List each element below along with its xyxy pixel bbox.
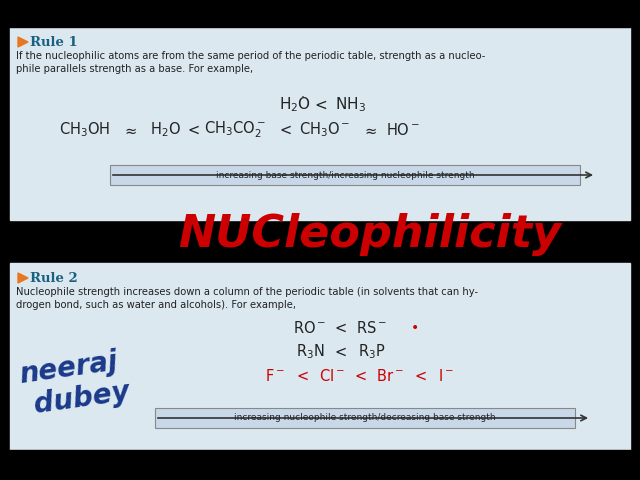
Text: $\approx$: $\approx$ (362, 122, 378, 137)
Text: neeraj: neeraj (17, 347, 119, 389)
Text: dubey: dubey (32, 377, 132, 419)
Text: $\mathsf{HO^-}$: $\mathsf{HO^-}$ (386, 122, 420, 138)
Text: $\mathsf{Br^-}$: $\mathsf{Br^-}$ (376, 368, 404, 384)
Text: Rule 2: Rule 2 (30, 272, 77, 285)
Text: $\approx$: $\approx$ (122, 122, 138, 137)
Text: $\mathsf{CH_3CO_2^-}$: $\mathsf{CH_3CO_2^-}$ (204, 120, 266, 140)
Bar (155, 408, 575, 428)
Text: $<$: $<$ (332, 345, 348, 360)
Text: $\mathsf{Cl^-}$: $\mathsf{Cl^-}$ (319, 368, 345, 384)
Text: $\mathsf{CH_3OH}$: $\mathsf{CH_3OH}$ (60, 120, 111, 139)
Text: Nucleophile strength increases down a column of the periodic table (in solvents : Nucleophile strength increases down a co… (16, 287, 478, 310)
Text: ·: · (301, 92, 305, 105)
Text: $\mathsf{R_3N}$: $\mathsf{R_3N}$ (296, 343, 324, 361)
Text: Rule 1: Rule 1 (30, 36, 77, 48)
Text: $\mathsf{RO^-}$: $\mathsf{RO^-}$ (293, 320, 326, 336)
Text: $<$: $<$ (294, 369, 310, 384)
Text: $\mathsf{RS^-}$: $\mathsf{RS^-}$ (356, 320, 388, 336)
Polygon shape (18, 273, 28, 283)
Text: NUCleophilicity: NUCleophilicity (179, 214, 561, 256)
Text: $\mathsf{CH_3O^-}$: $\mathsf{CH_3O^-}$ (300, 120, 351, 139)
Text: $<$: $<$ (277, 122, 292, 137)
Bar (0, 0, 640, 27)
Text: $\mathsf{I^-}$: $\mathsf{I^-}$ (438, 368, 454, 384)
Text: $\mathsf{NH_3}$: $\mathsf{NH_3}$ (335, 96, 365, 114)
Text: $<$: $<$ (412, 369, 428, 384)
Text: $\mathsf{H_2O}$: $\mathsf{H_2O}$ (150, 120, 180, 139)
Text: •: • (411, 321, 419, 335)
Bar (10, 263, 630, 450)
Text: increasing base strength/increasing nucleophile strength: increasing base strength/increasing nucl… (216, 170, 474, 180)
Bar (10, 27, 630, 220)
Text: $<$: $<$ (185, 122, 201, 137)
Text: $<$: $<$ (332, 321, 348, 336)
Text: $\mathsf{F^-}$: $\mathsf{F^-}$ (265, 368, 285, 384)
Text: $<$: $<$ (312, 97, 328, 112)
Text: increasing nucleophile strength/decreasing base strength: increasing nucleophile strength/decreasi… (234, 413, 496, 422)
Text: $\mathsf{R_3P}$: $\mathsf{R_3P}$ (358, 343, 386, 361)
Text: $<$: $<$ (352, 369, 368, 384)
Polygon shape (18, 37, 28, 47)
Text: If the nucleophilic atoms are from the same period of the periodic table, streng: If the nucleophilic atoms are from the s… (16, 51, 485, 74)
Bar (110, 165, 580, 185)
Bar (0, 450, 640, 480)
Text: $\mathsf{H_2O}$: $\mathsf{H_2O}$ (279, 96, 311, 114)
